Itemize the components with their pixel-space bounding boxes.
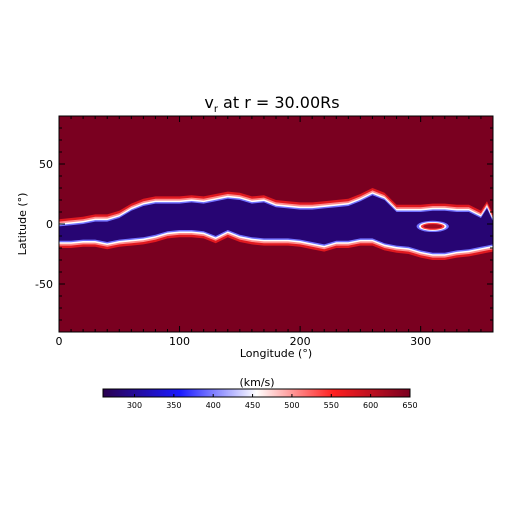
- colorbar-tick-label: 500: [284, 401, 299, 410]
- colorbar-tick-label: 550: [324, 401, 339, 410]
- y-axis-label: Latitude (°): [16, 193, 29, 256]
- title-variable: v: [204, 93, 213, 112]
- y-tick-label: 50: [39, 158, 53, 171]
- colorbar-tick-label: 300: [127, 401, 142, 410]
- x-tick-label: 100: [169, 335, 190, 348]
- colorbar: [102, 388, 411, 398]
- slow-wind-core: [59, 195, 493, 253]
- colorbar-tick-label: 350: [166, 401, 181, 410]
- slow-wind-band-layer: [59, 188, 493, 260]
- x-tick-label: 300: [410, 335, 431, 348]
- x-axis-label: Longitude (°): [240, 347, 312, 360]
- colorbar-label: (km/s): [239, 376, 274, 389]
- x-axis: 0 100 200 300: [56, 116, 494, 348]
- chart-title: vr at r = 30.00Rs: [204, 93, 339, 115]
- y-tick-label: -50: [35, 278, 53, 291]
- colorbar-tick-label: 450: [245, 401, 260, 410]
- fast-wind-island-ring-3: [423, 224, 443, 229]
- colorbar-tick-label: 650: [402, 401, 417, 410]
- colorbar-ticks: 300 350 400 450 500 550 600 650: [127, 394, 418, 410]
- title-rest: at r = 30.00Rs: [218, 93, 340, 112]
- y-tick-label: 0: [46, 218, 53, 231]
- heatmap-plot-area: [59, 116, 493, 332]
- x-tick-label: 0: [56, 335, 63, 348]
- x-tick-label: 200: [290, 335, 311, 348]
- title-subscript: r: [214, 104, 219, 115]
- y-axis: 50 0 -50: [35, 115, 493, 333]
- colorbar-tick-label: 600: [363, 401, 378, 410]
- colorbar-tick-label: 400: [206, 401, 221, 410]
